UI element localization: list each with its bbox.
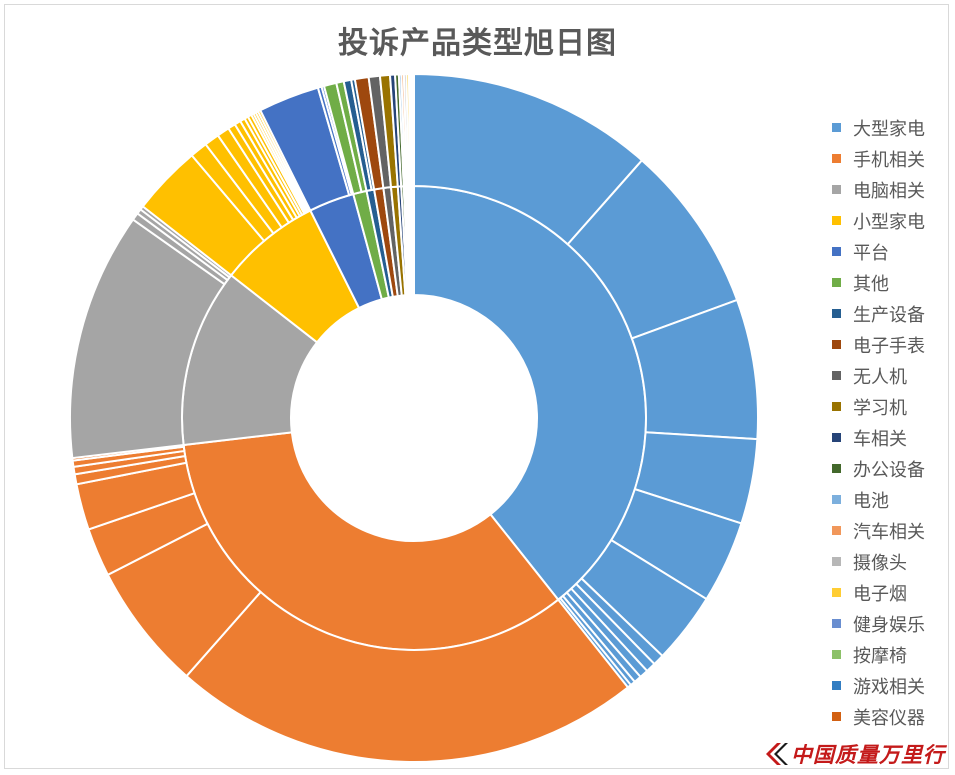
legend-item-category-3: 电脑相关 xyxy=(832,174,925,205)
legend-label: 摄像头 xyxy=(853,552,907,574)
legend-swatch xyxy=(832,371,841,380)
legend-swatch xyxy=(832,216,841,225)
legend-swatch xyxy=(832,619,841,628)
legend-swatch xyxy=(832,247,841,256)
legend-label: 健身娱乐 xyxy=(853,614,925,636)
legend-label: 按摩椅 xyxy=(853,645,907,667)
legend-label: 手机相关 xyxy=(853,149,925,171)
legend-swatch xyxy=(832,557,841,566)
watermark: 中国质量万里行 xyxy=(763,739,945,769)
legend-label: 无人机 xyxy=(853,366,907,388)
outer-ring-category-20-segment-1 xyxy=(411,72,415,188)
chart-legend: 大型家电手机相关电脑相关小型家电平台其他生产设备电子手表无人机学习机车相关办公设… xyxy=(832,112,925,732)
legend-label: 电池 xyxy=(853,490,889,512)
legend-swatch xyxy=(832,495,841,504)
legend-item-category-19: 游戏相关 xyxy=(832,670,925,701)
legend-label: 平台 xyxy=(853,242,889,264)
legend-item-category-7: 生产设备 xyxy=(832,298,925,329)
legend-swatch xyxy=(832,588,841,597)
legend-item-category-9: 无人机 xyxy=(832,360,925,391)
legend-item-category-12: 办公设备 xyxy=(832,453,925,484)
legend-swatch xyxy=(832,340,841,349)
watermark-text: 中国质量万里行 xyxy=(791,742,945,767)
legend-item-category-1: 大型家电 xyxy=(832,112,925,143)
outer-ring-category-2-segment-1 xyxy=(185,590,630,763)
legend-label: 生产设备 xyxy=(853,304,925,326)
legend-item-category-5: 平台 xyxy=(832,236,925,267)
legend-item-category-17: 健身娱乐 xyxy=(832,608,925,639)
legend-swatch xyxy=(832,278,841,287)
legend-label: 汽车相关 xyxy=(853,521,925,543)
legend-item-category-11: 车相关 xyxy=(832,422,925,453)
legend-item-category-10: 学习机 xyxy=(832,391,925,422)
legend-swatch xyxy=(832,650,841,659)
legend-label: 学习机 xyxy=(853,397,907,419)
chart-title: 投诉产品类型旭日图 xyxy=(338,26,617,61)
legend-swatch xyxy=(832,123,841,132)
legend-label: 游戏相关 xyxy=(853,676,925,698)
legend-label: 电脑相关 xyxy=(853,180,925,202)
legend-item-category-6: 其他 xyxy=(832,267,925,298)
legend-swatch xyxy=(832,526,841,535)
legend-label: 办公设备 xyxy=(853,459,925,481)
legend-label: 大型家电 xyxy=(853,118,925,140)
legend-label: 车相关 xyxy=(853,428,907,450)
legend-swatch xyxy=(832,154,841,163)
brand-chevron-icon xyxy=(766,743,788,765)
legend-swatch xyxy=(832,681,841,690)
legend-item-category-2: 手机相关 xyxy=(832,143,925,174)
legend-item-category-20: 美容仪器 xyxy=(832,701,925,732)
legend-item-category-13: 电池 xyxy=(832,484,925,515)
legend-item-category-14: 汽车相关 xyxy=(832,515,925,546)
legend-swatch xyxy=(832,185,841,194)
legend-swatch xyxy=(832,464,841,473)
legend-label: 其他 xyxy=(853,273,889,295)
legend-swatch xyxy=(832,309,841,318)
legend-item-category-16: 电子烟 xyxy=(832,577,925,608)
legend-item-category-8: 电子手表 xyxy=(832,329,925,360)
legend-label: 电子手表 xyxy=(853,335,925,357)
legend-swatch xyxy=(832,402,841,411)
legend-item-category-18: 按摩椅 xyxy=(832,639,925,670)
legend-swatch xyxy=(832,712,841,721)
legend-item-category-15: 摄像头 xyxy=(832,546,925,577)
legend-label: 小型家电 xyxy=(853,211,925,233)
legend-label: 电子烟 xyxy=(853,583,907,605)
legend-swatch xyxy=(832,433,841,442)
legend-item-category-4: 小型家电 xyxy=(832,205,925,236)
inner-ring-category-20 xyxy=(412,184,415,297)
legend-label: 美容仪器 xyxy=(853,707,925,729)
